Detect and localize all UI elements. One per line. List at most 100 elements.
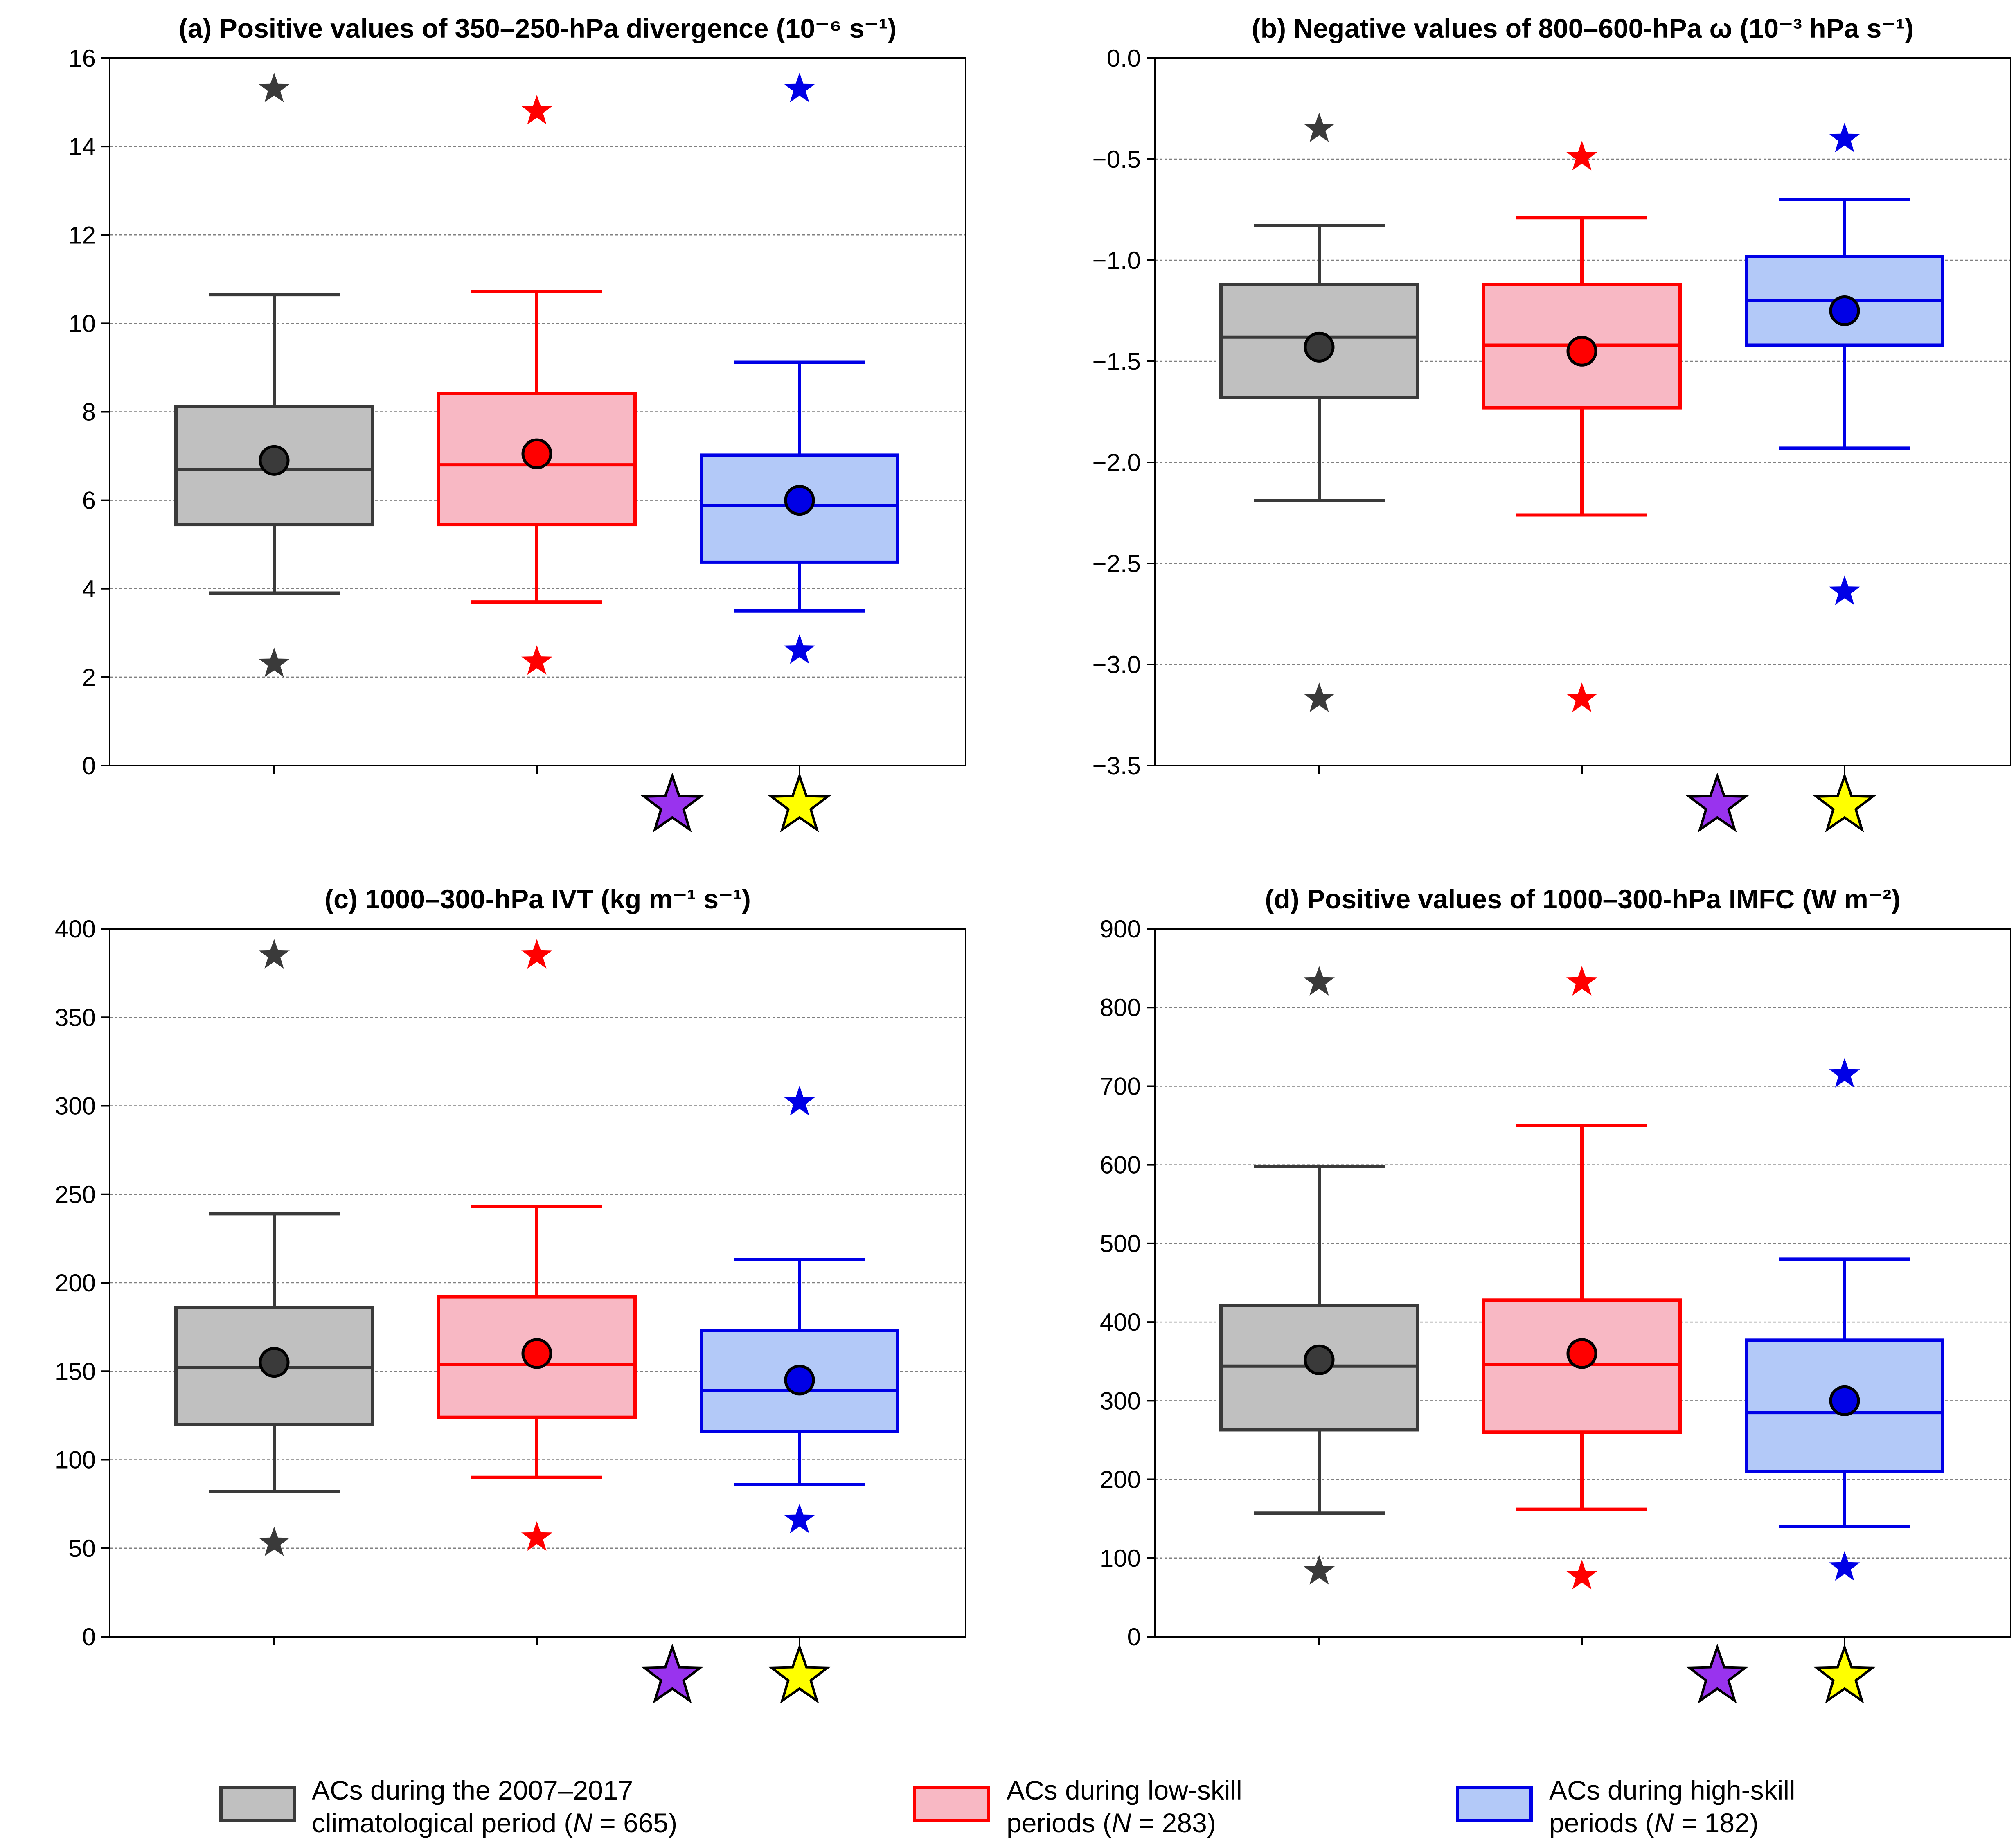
plot-frame xyxy=(1154,57,2011,766)
y-tick-label: 14 xyxy=(68,133,96,160)
max-star xyxy=(259,939,290,969)
min-star xyxy=(521,1521,552,1551)
box-climatology xyxy=(174,939,374,1556)
y-tick-label: 500 xyxy=(1100,1230,1141,1257)
legend-item-high-skill: ACs during high-skill periods (N = 182) xyxy=(1456,1775,1795,1838)
min-star xyxy=(1829,1551,1860,1581)
legend-label-climatology-line2: climatological period (N = 665) xyxy=(312,1808,677,1838)
legend-label-climatology-line1: ACs during the 2007–2017 xyxy=(312,1775,633,1805)
y-tick-label: 200 xyxy=(1100,1466,1141,1493)
max-star xyxy=(784,72,815,102)
y-tick-label: 100 xyxy=(55,1446,96,1474)
mean-marker xyxy=(1829,295,1860,326)
mean-marker xyxy=(1304,331,1335,363)
y-tick-label: 300 xyxy=(1100,1387,1141,1415)
y-tick-label: −2.0 xyxy=(1092,449,1141,476)
y-tick-label: 100 xyxy=(1100,1545,1141,1572)
y-tick-label: 8 xyxy=(82,399,96,426)
significance-purple-star xyxy=(640,1643,704,1704)
y-tick-label: 350 xyxy=(55,1004,96,1031)
y-tick-label: 2 xyxy=(82,664,96,691)
y-tick-label: 12 xyxy=(68,221,96,249)
y-tick-label: 0 xyxy=(82,752,96,779)
mean-marker xyxy=(1304,1344,1335,1375)
box-climatology xyxy=(174,72,374,677)
y-tick-label: −3.5 xyxy=(1092,752,1141,779)
y-tick-label: 0 xyxy=(1127,1623,1141,1651)
panel-a-title: (a) Positive values of 350–250-hPa diver… xyxy=(179,13,897,43)
min-star xyxy=(259,1526,290,1556)
panel-b-title: (b) Negative values of 800–600-hPa ω (10… xyxy=(1252,13,1914,43)
panel-d-title: (d) Positive values of 1000–300-hPa IMFC… xyxy=(1265,884,1900,914)
box-high-skill xyxy=(1745,122,1944,605)
mean-marker xyxy=(259,445,290,476)
mean-marker xyxy=(521,1338,552,1369)
mean-marker xyxy=(784,485,815,516)
y-tick-label: 400 xyxy=(55,915,96,943)
min-star xyxy=(1304,1555,1335,1585)
min-star xyxy=(1829,575,1860,605)
plot-frame xyxy=(109,928,966,1638)
max-star xyxy=(784,1086,815,1116)
max-star xyxy=(521,95,552,124)
significance-purple-star xyxy=(640,772,704,833)
box-high-skill xyxy=(700,1086,899,1533)
significance-purple-star xyxy=(1685,1643,1749,1704)
y-tick-label: 400 xyxy=(1100,1309,1141,1336)
legend-item-low-skill: ACs during low-skill periods (N = 283) xyxy=(913,1775,1242,1838)
y-tick-label: 150 xyxy=(55,1358,96,1385)
box-climatology xyxy=(1219,966,1419,1585)
max-star xyxy=(259,72,290,102)
significance-yellow-star xyxy=(768,1643,831,1704)
y-tick-label: −2.5 xyxy=(1092,550,1141,577)
max-star xyxy=(1304,112,1335,142)
panel-c-title: (c) 1000–300-hPa IVT (kg m⁻¹ s⁻¹) xyxy=(324,884,751,914)
mean-marker xyxy=(784,1365,815,1396)
box-low-skill xyxy=(1482,141,1682,712)
min-star xyxy=(1566,1560,1597,1590)
max-star xyxy=(1566,141,1597,171)
legend-swatch-climatology xyxy=(219,1786,296,1822)
significance-purple-star xyxy=(1685,772,1749,833)
y-tick-label: −0.5 xyxy=(1092,146,1141,173)
significance-yellow-star xyxy=(1813,1643,1876,1704)
legend-item-climatology: ACs during the 2007–2017 climatological … xyxy=(219,1775,677,1838)
legend-swatch-low-skill xyxy=(913,1786,990,1822)
y-tick-label: 600 xyxy=(1100,1151,1141,1179)
significance-yellow-star xyxy=(1813,772,1876,833)
legend: ACs during the 2007–2017 climatological … xyxy=(219,1775,1795,1838)
y-tick-label: 0 xyxy=(82,1623,96,1651)
box-climatology xyxy=(1219,112,1419,712)
box-low-skill xyxy=(437,95,637,675)
min-star xyxy=(521,645,552,675)
y-tick-label: 200 xyxy=(55,1269,96,1297)
y-tick-label: 800 xyxy=(1100,994,1141,1021)
box-high-skill xyxy=(1745,1058,1944,1581)
min-star xyxy=(784,634,815,664)
mean-marker xyxy=(259,1347,290,1378)
panel-d: (d) Positive values of 1000–300-hPa IMFC… xyxy=(1100,884,2011,1704)
plot-frame xyxy=(109,57,966,766)
y-tick-label: 0.0 xyxy=(1107,45,1141,72)
y-tick-label: 300 xyxy=(55,1092,96,1120)
max-star xyxy=(1566,966,1597,996)
y-tick-label: 10 xyxy=(68,310,96,337)
panel-c: (c) 1000–300-hPa IVT (kg m⁻¹ s⁻¹) 0 50 100 1… xyxy=(55,884,966,1704)
y-tick-label: −1.5 xyxy=(1092,348,1141,375)
box-high-skill xyxy=(700,72,899,664)
max-star xyxy=(1829,1058,1860,1088)
y-tick-label: 900 xyxy=(1100,915,1141,943)
box-low-skill xyxy=(1482,966,1682,1590)
mean-marker xyxy=(1829,1385,1860,1416)
significance-yellow-star xyxy=(768,772,831,833)
min-star xyxy=(259,647,290,677)
legend-label-high-skill-line2: periods (N = 182) xyxy=(1549,1808,1759,1838)
y-tick-label: 16 xyxy=(68,45,96,72)
panel-b: (b) Negative values of 800–600-hPa ω (10… xyxy=(1092,13,2011,833)
box-low-skill xyxy=(437,939,637,1551)
legend-swatch-high-skill xyxy=(1456,1786,1533,1822)
max-star xyxy=(1829,122,1860,152)
min-star xyxy=(1566,682,1597,712)
y-tick-label: −3.0 xyxy=(1092,651,1141,678)
